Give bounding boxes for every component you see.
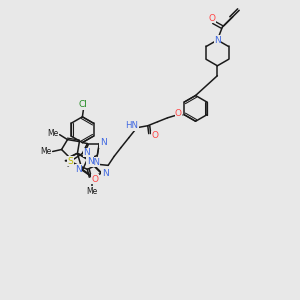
Text: N: N bbox=[102, 169, 109, 178]
Text: S: S bbox=[68, 157, 74, 166]
Text: HN: HN bbox=[125, 121, 138, 130]
Text: Cl: Cl bbox=[79, 100, 88, 109]
Text: O: O bbox=[151, 131, 158, 140]
Text: N: N bbox=[87, 157, 94, 166]
Text: N: N bbox=[83, 148, 90, 157]
Text: Me: Me bbox=[40, 147, 51, 156]
Text: O: O bbox=[175, 109, 182, 118]
Text: N: N bbox=[214, 35, 221, 44]
Text: Me: Me bbox=[47, 129, 58, 138]
Text: N: N bbox=[100, 138, 106, 147]
Text: HN: HN bbox=[87, 158, 100, 167]
Text: O: O bbox=[92, 175, 99, 184]
Text: Me: Me bbox=[87, 187, 98, 196]
Text: O: O bbox=[209, 14, 216, 23]
Text: N: N bbox=[75, 165, 82, 174]
